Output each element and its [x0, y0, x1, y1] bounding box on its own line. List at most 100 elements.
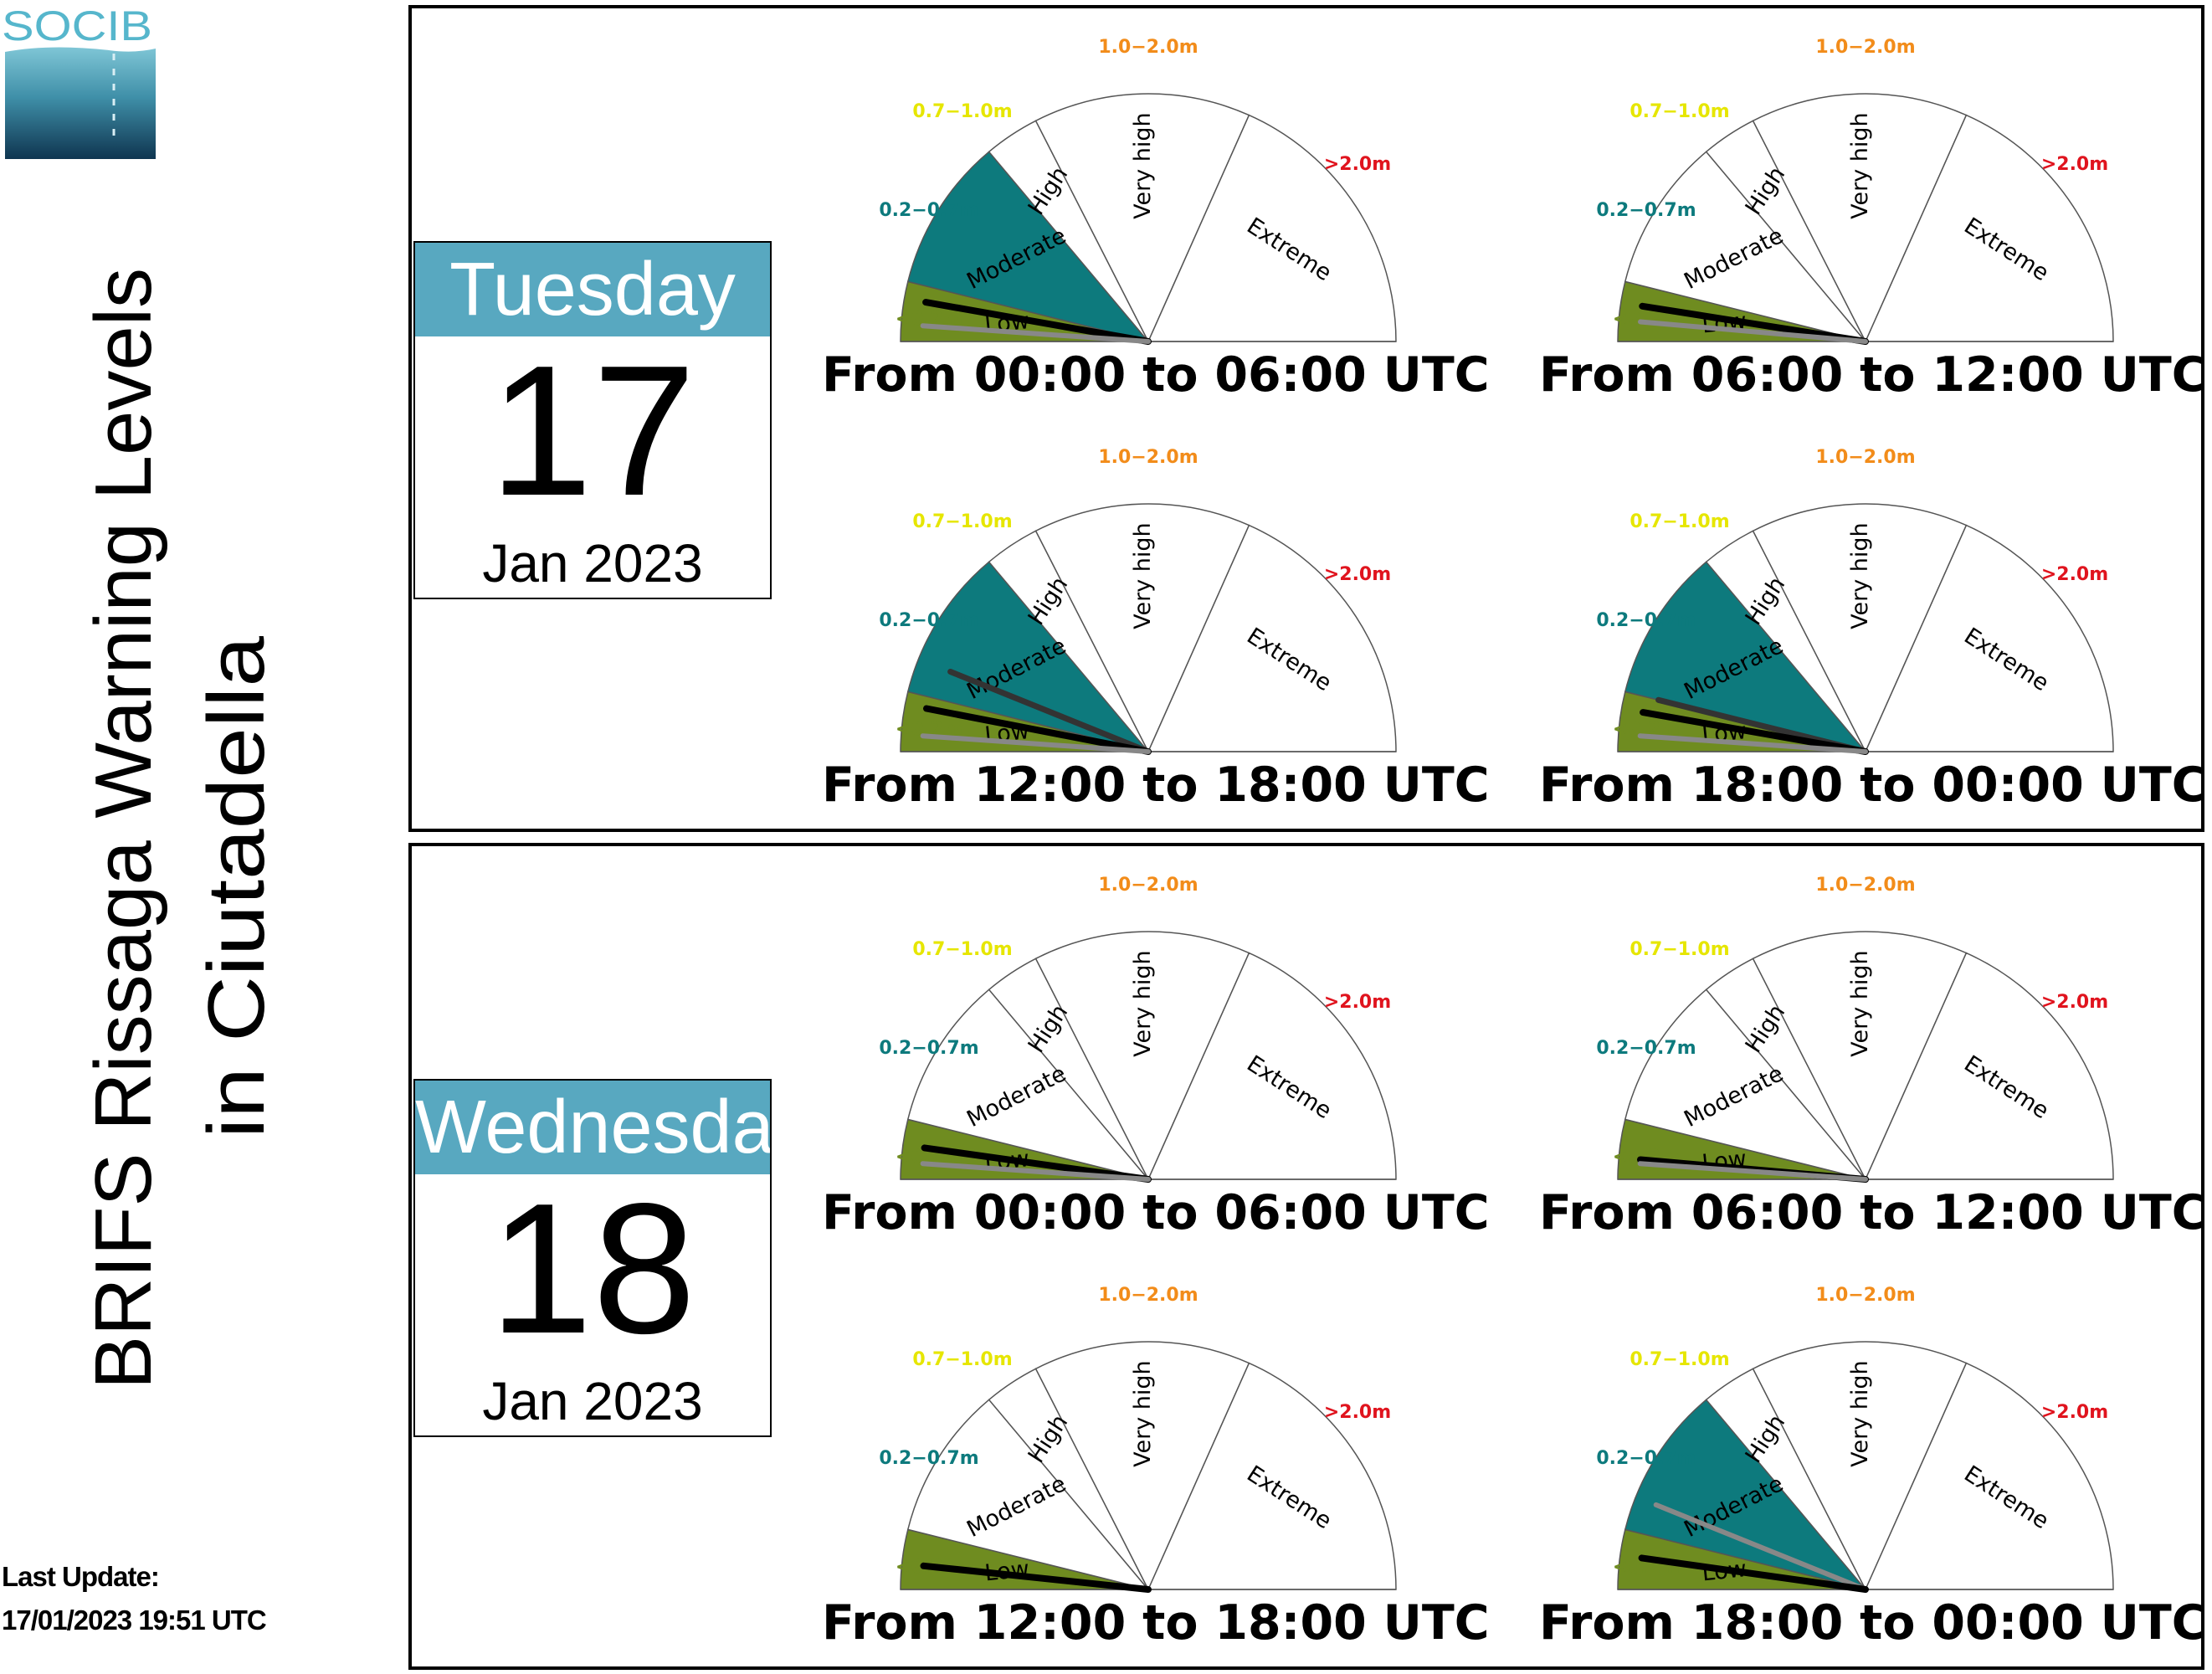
period-label: From 06:00 to 12:00 UTC — [1539, 1185, 2207, 1240]
gauge-needle — [920, 1161, 1151, 1182]
logo-wave-icon — [5, 47, 156, 159]
threshold-label: 1.0−2.0m — [1815, 875, 1915, 896]
day-number: 17 — [489, 327, 696, 535]
gauge-needle — [923, 705, 1152, 755]
threshold-label: 0.7−1.0m — [912, 511, 1012, 532]
threshold-label: >2.0m — [2041, 154, 2108, 175]
gauge-sector-extreme — [1864, 952, 2114, 1180]
threshold-label: 1.0−2.0m — [1815, 447, 1915, 468]
last-update: Last Update: 17/01/2023 19:51 UTC — [2, 1555, 267, 1642]
threshold-label: 0.2−0.7m — [1596, 200, 1696, 221]
gauge-sector-very-high — [1034, 931, 1250, 1181]
gauge-needle — [1640, 709, 1869, 755]
gauge-sector-moderate — [906, 151, 1151, 343]
gauge-needle — [920, 1562, 1152, 1593]
gauge-sector-moderate — [906, 1399, 1151, 1591]
threshold-label: 0.7−1.0m — [912, 101, 1012, 122]
threshold-label: >2.0m — [1324, 992, 1391, 1013]
period-label: From 00:00 to 06:00 UTC — [822, 1185, 1490, 1240]
gauge-needle — [1638, 319, 1868, 344]
gauge-needle — [920, 733, 1151, 754]
period-label: From 00:00 to 06:00 UTC — [822, 347, 1490, 403]
threshold-label: 0.7−1.0m — [1629, 101, 1729, 122]
gauge-needle — [1653, 1502, 1868, 1592]
gauge-needle — [1638, 1554, 1869, 1593]
gauge-sector-extreme — [1147, 114, 1397, 342]
threshold-label: 0.7−1.0m — [1629, 1349, 1729, 1370]
gauge-sector-extreme — [1147, 524, 1397, 752]
gauge-tue-00-06: Low Moderate High Very high Extreme <0.2m 0.2−… — [822, 25, 1490, 403]
gauge-sector-very-high — [1752, 931, 1968, 1181]
sector-label: Very high — [1130, 950, 1156, 1057]
period-label: From 18:00 to 00:00 UTC — [1539, 757, 2207, 813]
threshold-label: >2.0m — [1324, 1402, 1391, 1423]
sector-label: Very high — [1847, 950, 1873, 1057]
sector-label: Very high — [1847, 1360, 1873, 1467]
period-label: From 12:00 to 18:00 UTC — [822, 757, 1490, 813]
threshold-label: 1.0−2.0m — [1815, 37, 1915, 58]
threshold-label: 0.7−1.0m — [912, 1349, 1012, 1370]
gauge-needle — [1639, 302, 1869, 345]
threshold-label: >2.0m — [1324, 154, 1391, 175]
month-year: Jan 2023 — [482, 533, 703, 593]
threshold-label: >2.0m — [1324, 564, 1391, 585]
threshold-label: 0.2−0.7m — [879, 1038, 978, 1059]
gauge-sector-very-high — [1034, 93, 1250, 343]
period-label: From 06:00 to 12:00 UTC — [1539, 347, 2207, 403]
month-year: Jan 2023 — [482, 1371, 703, 1431]
gauge-sector-very-high — [1034, 1341, 1250, 1591]
weekday-label: Tuesday — [415, 243, 770, 336]
gauge-sector-moderate — [906, 561, 1151, 753]
date-card: Wednesday 18 Jan 2023 — [413, 1079, 772, 1437]
title-line-1: BRIFS Rissaga Warning Levels — [79, 268, 168, 1389]
gauge-sector-very-high — [1034, 503, 1250, 753]
threshold-label: 1.0−2.0m — [1815, 1285, 1915, 1306]
gauge-sector-extreme — [1147, 1362, 1397, 1590]
threshold-label: 1.0−2.0m — [1098, 37, 1198, 58]
title-line-2: in Ciutadella — [192, 635, 276, 1138]
threshold-label: 0.2−0.7m — [1596, 1448, 1696, 1469]
socib-logo: SOCIB — [0, 0, 159, 163]
gauge-needle — [1637, 1161, 1868, 1182]
last-update-value: 17/01/2023 19:51 UTC — [2, 1605, 267, 1635]
threshold-label: >2.0m — [2041, 564, 2108, 585]
last-update-label: Last Update: — [2, 1561, 160, 1592]
gauge-needle — [1637, 733, 1868, 754]
gauge-needle — [947, 669, 1152, 755]
threshold-label: 0.7−1.0m — [1629, 939, 1729, 960]
gauge-tue-06-12: Low Moderate High Very high Extreme <0.2m 0.2−… — [1539, 25, 2207, 403]
gauge-sector-extreme — [1147, 952, 1397, 1180]
gauge-sector-moderate — [906, 988, 1151, 1181]
threshold-label: 0.2−0.7m — [879, 1448, 978, 1469]
sector-label: Very high — [1847, 522, 1873, 629]
threshold-label: 0.2−0.7m — [879, 610, 978, 631]
page-title: BRIFS Rissaga Warning Levels in Ciutadel… — [42, 268, 281, 1406]
threshold-label: 0.7−1.0m — [912, 939, 1012, 960]
gauge-sector-very-high — [1752, 503, 1968, 753]
gauge-tue-12-18: Low Moderate High Very high Extreme <0.2m 0.2−… — [822, 435, 1490, 813]
gauge-sector-extreme — [1864, 1362, 2114, 1590]
sector-label: Very high — [1130, 522, 1156, 629]
day-panel-wednesday: Wednesday 18 Jan 2023 LowModerateHighVer… — [408, 843, 2207, 1670]
threshold-label: 0.7−1.0m — [1629, 511, 1729, 532]
gauge-sector-extreme — [1864, 524, 2114, 752]
weekday-label: Wednesday — [415, 1081, 770, 1174]
gauge-tue-18-00: Low Moderate High Very high Extreme <0.2m 0.2−… — [1539, 435, 2207, 813]
threshold-label: 0.2−0.7m — [1596, 610, 1696, 631]
threshold-label: 0.2−0.7m — [1596, 1038, 1696, 1059]
period-label: From 18:00 to 00:00 UTC — [1539, 1595, 2207, 1651]
threshold-label: >2.0m — [2041, 1402, 2108, 1423]
day-number: 18 — [489, 1165, 696, 1373]
date-card: Tuesday 17 Jan 2023 — [413, 241, 772, 599]
sector-label: Very high — [1847, 112, 1873, 219]
gauge-sector-extreme — [1864, 114, 2114, 342]
